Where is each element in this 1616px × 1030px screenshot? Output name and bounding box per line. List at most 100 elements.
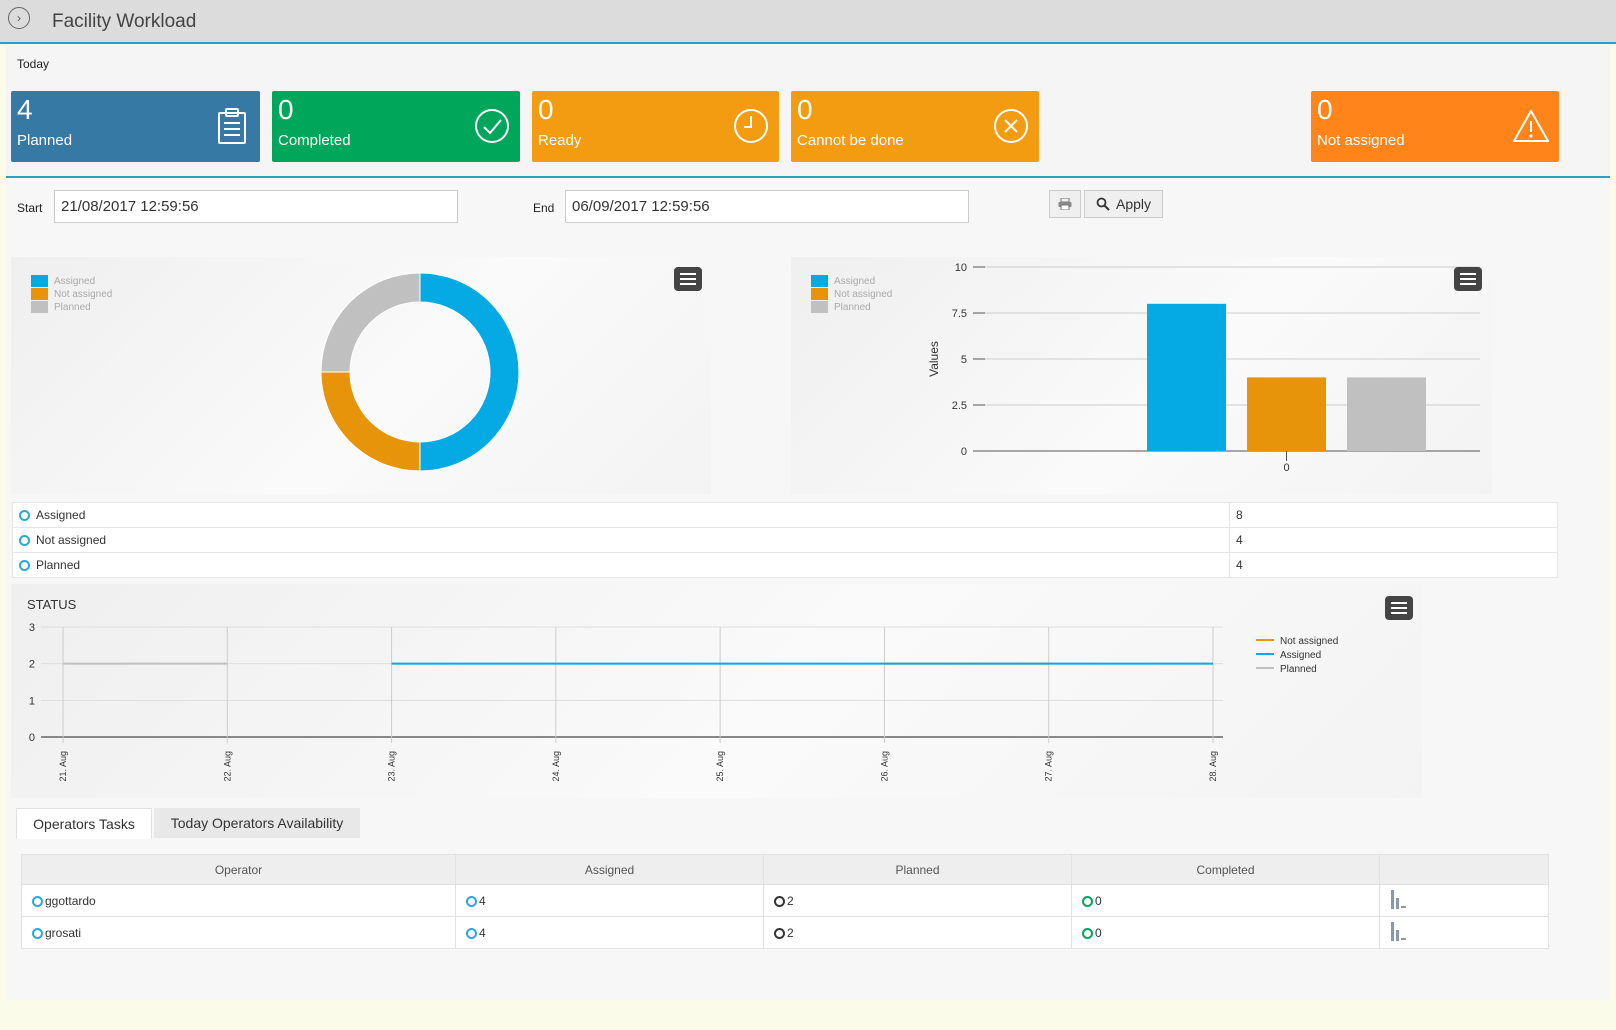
kpi-label: Ready [538,132,582,149]
legend-label: Not assigned [834,289,893,300]
column-header-operator[interactable]: Operator [21,854,456,885]
circle-icon [19,510,30,522]
kpi-cannot-be-done[interactable]: 0 Cannot be done [791,91,1039,162]
completed-count: 0 [1095,893,1102,908]
kpi-value: 4 [17,94,33,125]
legend-label: Assigned [1280,650,1321,661]
x-tick-label: 21. Aug [58,751,68,782]
print-button[interactable] [1049,190,1081,218]
clock-icon [734,109,768,143]
legend-label: Assigned [54,276,96,287]
legend-swatch [811,288,828,301]
status-menu-icon[interactable] [1385,596,1413,620]
bar[interactable] [1147,303,1226,451]
column-header-actions [1379,854,1549,885]
x-tick-label: 27. Aug [1044,751,1054,782]
warning-triangle-icon [1513,110,1549,142]
legend-item[interactable]: Assigned [1256,650,1321,661]
bar-legend: Assigned Not assigned Planned [811,275,892,314]
summary-row[interactable]: Assigned 8 [12,502,1558,528]
operator-name: grosati [45,925,82,940]
legend-item[interactable]: Assigned [811,275,892,288]
column-header-completed[interactable]: Completed [1071,854,1380,885]
bar-chart-panel: Assigned Not assigned Planned 0 2.5 5 7.5 10… [791,257,1492,494]
legend-label: Not assigned [54,289,113,300]
kpi-completed[interactable]: 0 Completed [272,91,520,162]
legend-item[interactable]: Assigned [31,275,112,288]
today-label: Today [17,57,50,71]
y-tick-label: 2.5 [952,400,967,412]
tab-today-operators-availability[interactable]: Today Operators Availability [154,808,360,838]
x-circle-icon [994,109,1028,143]
legend-label: Assigned [834,276,876,287]
circle-icon [32,895,43,907]
circle-icon [1082,927,1093,939]
legend-item[interactable]: Not assigned [1256,636,1338,647]
circle-icon [774,895,785,907]
donut-chart-panel: Assigned Not assigned Planned [11,257,711,494]
legend-item[interactable]: Planned [31,301,112,314]
bar-chart-icon[interactable] [1390,888,1408,910]
search-icon [1096,197,1110,211]
expand-chevron-icon[interactable]: › [8,7,30,29]
legend-item[interactable]: Planned [811,301,892,314]
x-tick-label: 22. Aug [222,751,232,782]
summary-row[interactable]: Planned 4 [12,552,1558,578]
table-row[interactable]: ggottardo 4 2 0 [21,884,1549,917]
today-panel: Today 4 Planned 0 Completed 0 Ready [6,46,1610,178]
planned-count: 2 [787,925,794,940]
legend-item[interactable]: Not assigned [31,288,112,301]
summary-row[interactable]: Not assigned 4 [12,527,1558,553]
assigned-count: 4 [479,893,486,908]
summary-value: 4 [1229,527,1558,553]
legend-item[interactable]: Planned [1256,664,1317,675]
end-date-input[interactable] [565,190,969,223]
kpi-ready[interactable]: 0 Ready [532,91,779,162]
legend-swatch [31,288,48,301]
x-tick-label: 23. Aug [387,751,397,782]
main-panel: Start End Apply Assigned Not assigned Pl… [6,180,1610,1000]
column-header-assigned[interactable]: Assigned [455,854,764,885]
completed-count: 0 [1095,925,1102,940]
kpi-label: Completed [278,132,351,149]
legend-label: Planned [834,302,871,313]
x-tick-label: 25. Aug [715,751,725,782]
tab-operators-tasks[interactable]: Operators Tasks [16,808,152,839]
donut-slice[interactable] [320,371,421,472]
kpi-planned[interactable]: 4 Planned [11,91,260,162]
circle-icon [1082,895,1093,907]
donut-slice[interactable] [320,272,421,373]
status-line-chart: STATUS 0 1 2 3 21. Aug 22. Aug 23. Aug 24. Aug 25… [27,597,1338,782]
bar[interactable] [1247,377,1326,451]
printer-icon [1058,198,1072,210]
page-title: Facility Workload [52,11,197,32]
clipboard-icon [218,108,246,144]
start-date-input[interactable] [54,190,458,223]
legend-swatch [31,301,48,314]
y-tick-label: 1 [29,695,35,707]
x-tick-label: 24. Aug [551,751,561,782]
legend-item[interactable]: Not assigned [811,288,892,301]
start-label: Start [17,201,43,215]
column-header-planned[interactable]: Planned [763,854,1072,885]
donut-slice[interactable] [419,272,520,472]
kpi-not-assigned[interactable]: 0 Not assigned [1311,91,1559,162]
chart-title: STATUS [27,597,77,612]
circle-icon [466,927,477,939]
x-tick-label: 0 [1283,462,1289,474]
circle-icon [466,895,477,907]
bar-chart: 0 2.5 5 7.5 10 Values 0 [927,262,1480,474]
circle-icon [19,535,30,547]
summary-label: Planned [36,558,81,572]
kpi-value: 0 [538,94,554,125]
kpi-value: 0 [278,94,294,125]
status-chart-panel: STATUS 0 1 2 3 21. Aug 22. Aug 23. Aug 24. Aug 25… [11,584,1422,798]
y-axis-label: Values [927,341,941,377]
apply-button[interactable]: Apply [1084,190,1163,218]
bar-menu-icon[interactable] [1454,267,1482,291]
donut-menu-icon[interactable] [674,267,702,291]
bar-chart-icon[interactable] [1390,920,1408,942]
apply-label: Apply [1115,196,1152,212]
bar[interactable] [1347,377,1426,451]
table-row[interactable]: grosati 4 2 0 [21,916,1549,949]
